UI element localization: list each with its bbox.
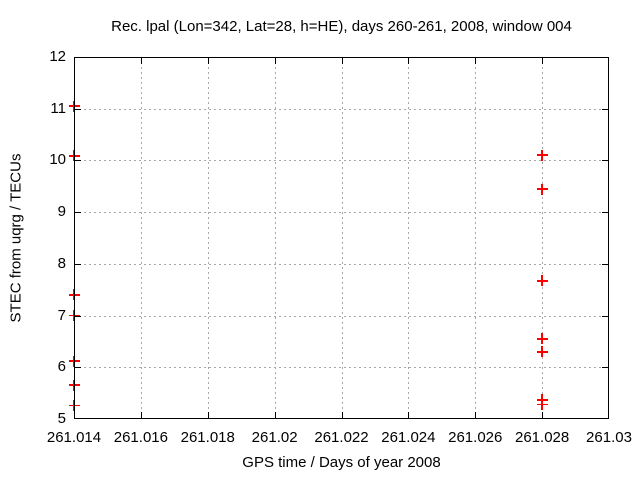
y-tick-label: 12 [49, 48, 66, 65]
x-tick-label: 261.014 [46, 429, 102, 446]
x-tick-label: 261.03 [586, 429, 632, 446]
y-axis-tick-right [602, 160, 609, 162]
y-axis-tick-right [602, 367, 609, 369]
y-tick-label: 11 [50, 99, 66, 117]
data-point-marker [536, 333, 548, 345]
y-axis-tick-right [602, 263, 609, 265]
y-axis-tick-right [602, 108, 609, 110]
grid-line-vertical [207, 57, 209, 419]
x-tick-label: 261.02 [251, 429, 298, 446]
y-axis-tick-left [74, 367, 81, 369]
y-tick-label: 10 [49, 151, 66, 169]
x-axis-label: GPS time / Days of year 2008 [242, 454, 441, 471]
y-axis-tick-left [74, 108, 81, 110]
x-axis-tick-top [341, 57, 343, 64]
grid-line-horizontal [74, 108, 609, 110]
x-tick-label: 261.018 [180, 429, 235, 446]
y-axis-tick-right [602, 315, 609, 317]
grid-line-vertical [475, 57, 477, 419]
x-axis-tick-bottom [542, 412, 544, 419]
x-axis-tick-top [542, 57, 544, 64]
x-axis-tick-bottom [475, 412, 477, 419]
y-axis-label: STEC from uqrg / TECUs [7, 153, 24, 323]
data-point-marker [536, 149, 548, 161]
grid-line-vertical [274, 57, 276, 419]
grid-line-vertical [140, 57, 142, 419]
data-point-marker [536, 399, 548, 411]
grid-line-vertical [341, 57, 343, 419]
grid-line-vertical [542, 57, 544, 419]
data-point-marker [68, 100, 80, 112]
x-axis-tick-top [274, 57, 276, 64]
x-tick-label: 261.024 [381, 429, 436, 446]
x-tick-label: 261.016 [113, 429, 168, 446]
x-axis-tick-bottom [274, 412, 276, 419]
data-point-marker [68, 379, 80, 391]
y-tick-label: 8 [57, 254, 66, 272]
y-tick-label: 9 [57, 203, 66, 221]
x-axis-tick-bottom [207, 412, 209, 419]
data-point-marker [68, 289, 80, 301]
data-point-marker [68, 400, 80, 412]
y-axis-tick-left [74, 315, 81, 317]
x-tick-label: 261.028 [515, 429, 570, 446]
x-axis-tick-bottom [341, 412, 343, 419]
grid-line-horizontal [74, 263, 609, 265]
y-axis-tick-left [74, 160, 81, 162]
x-tick-label: 261.022 [314, 429, 369, 446]
y-axis-tick-left [74, 263, 81, 265]
x-axis-tick-top [475, 57, 477, 64]
y-axis-tick-left [74, 212, 81, 214]
plot-area [68, 57, 609, 419]
x-axis-tick-bottom [408, 412, 410, 419]
y-tick-label: 5 [57, 410, 66, 427]
grid-line-horizontal [74, 367, 609, 369]
x-axis-tick-bottom [140, 412, 142, 419]
data-point-marker [536, 275, 548, 287]
x-axis-tick-top [140, 57, 142, 64]
grid-line-vertical [408, 57, 410, 419]
y-axis-tick-right [602, 212, 609, 214]
x-tick-label: 261.026 [448, 429, 503, 446]
grid-line-horizontal [74, 315, 609, 317]
data-point-marker [536, 346, 548, 358]
data-point-marker [68, 355, 80, 367]
data-point-marker [536, 183, 548, 195]
y-tick-label: 7 [57, 306, 66, 324]
chart-title: Rec. lpal (Lon=342, Lat=28, h=HE), days … [111, 18, 572, 35]
y-tick-label: 6 [57, 358, 66, 376]
grid-line-horizontal [74, 212, 609, 214]
x-axis-tick-top [207, 57, 209, 64]
x-axis-tick-top [408, 57, 410, 64]
grid-line-horizontal [74, 160, 609, 162]
